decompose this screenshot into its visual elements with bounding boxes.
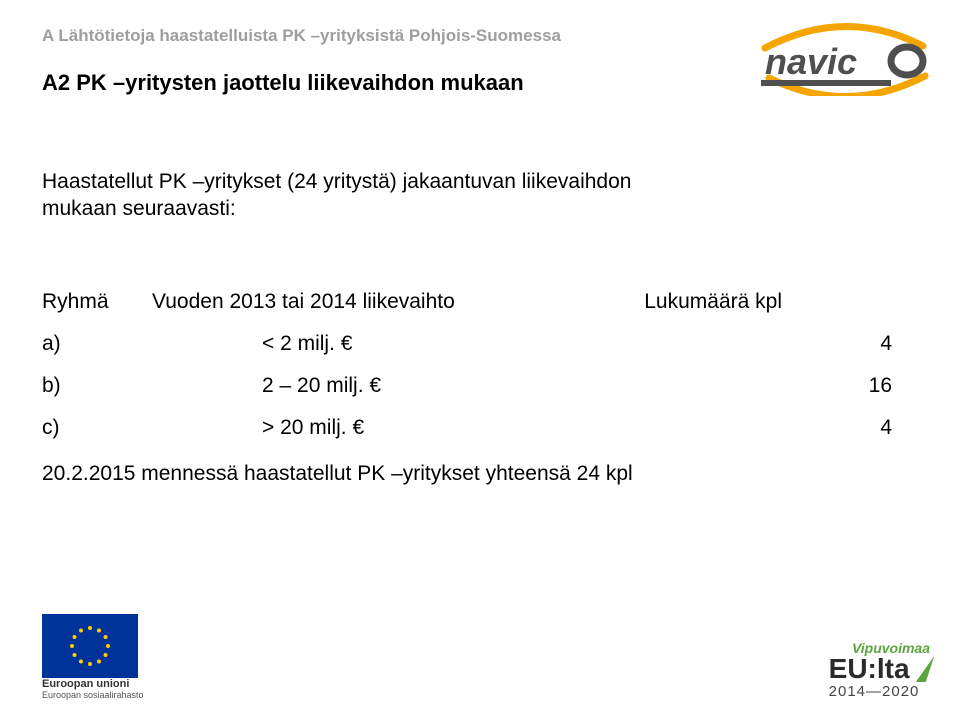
navico-logo: navic xyxy=(755,18,930,96)
logo-text: navic xyxy=(765,41,857,82)
table-header: Ryhmä Vuoden 2013 tai 2014 liikevaihto L… xyxy=(42,290,892,314)
table-row: a) < 2 milj. € 4 xyxy=(42,332,892,356)
breadcrumb: A Lähtötietoja haastatelluista PK –yrity… xyxy=(42,26,561,46)
cell-group: a) xyxy=(42,332,152,356)
cell-count: 4 xyxy=(702,416,892,440)
table-row: c) > 20 milj. € 4 xyxy=(42,416,892,440)
footer-eu: Euroopan unioni Euroopan sosiaalirahasto xyxy=(42,614,144,700)
cell-revenue: < 2 milj. € xyxy=(152,332,702,356)
vipu-years: 2014—2020 xyxy=(829,683,930,700)
cell-group: c) xyxy=(42,416,152,440)
th-group: Ryhmä xyxy=(42,290,152,314)
cell-count: 16 xyxy=(702,374,892,398)
page-title: A2 PK –yritysten jaottelu liikevaihdon m… xyxy=(42,70,524,96)
table-row: b) 2 – 20 milj. € 16 xyxy=(42,374,892,398)
intro-line2: mukaan seuraavasti: xyxy=(42,195,631,222)
eu-subcaption: Euroopan sosiaalirahasto xyxy=(42,690,144,700)
footnote: 20.2.2015 mennessä haastatellut PK –yrit… xyxy=(42,462,633,486)
vipu-mark-icon xyxy=(916,656,934,682)
revenue-table: Ryhmä Vuoden 2013 tai 2014 liikevaihto L… xyxy=(42,290,892,458)
footer-vipuvoimaa: Vipuvoimaa EU:lta 2014—2020 xyxy=(829,640,930,700)
cell-revenue: 2 – 20 milj. € xyxy=(152,374,702,398)
cell-revenue: > 20 milj. € xyxy=(152,416,702,440)
eu-flag-icon xyxy=(42,614,138,678)
th-count: Lukumäärä kpl xyxy=(592,290,782,314)
cell-group: b) xyxy=(42,374,152,398)
vipu-eu-text: EU:lta xyxy=(829,653,910,684)
cell-count: 4 xyxy=(702,332,892,356)
intro-line1: Haastatellut PK –yritykset (24 yritystä)… xyxy=(42,168,631,195)
th-revenue: Vuoden 2013 tai 2014 liikevaihto xyxy=(152,290,592,314)
eu-caption: Euroopan unioni xyxy=(42,678,144,690)
intro-text: Haastatellut PK –yritykset (24 yritystä)… xyxy=(42,168,631,223)
